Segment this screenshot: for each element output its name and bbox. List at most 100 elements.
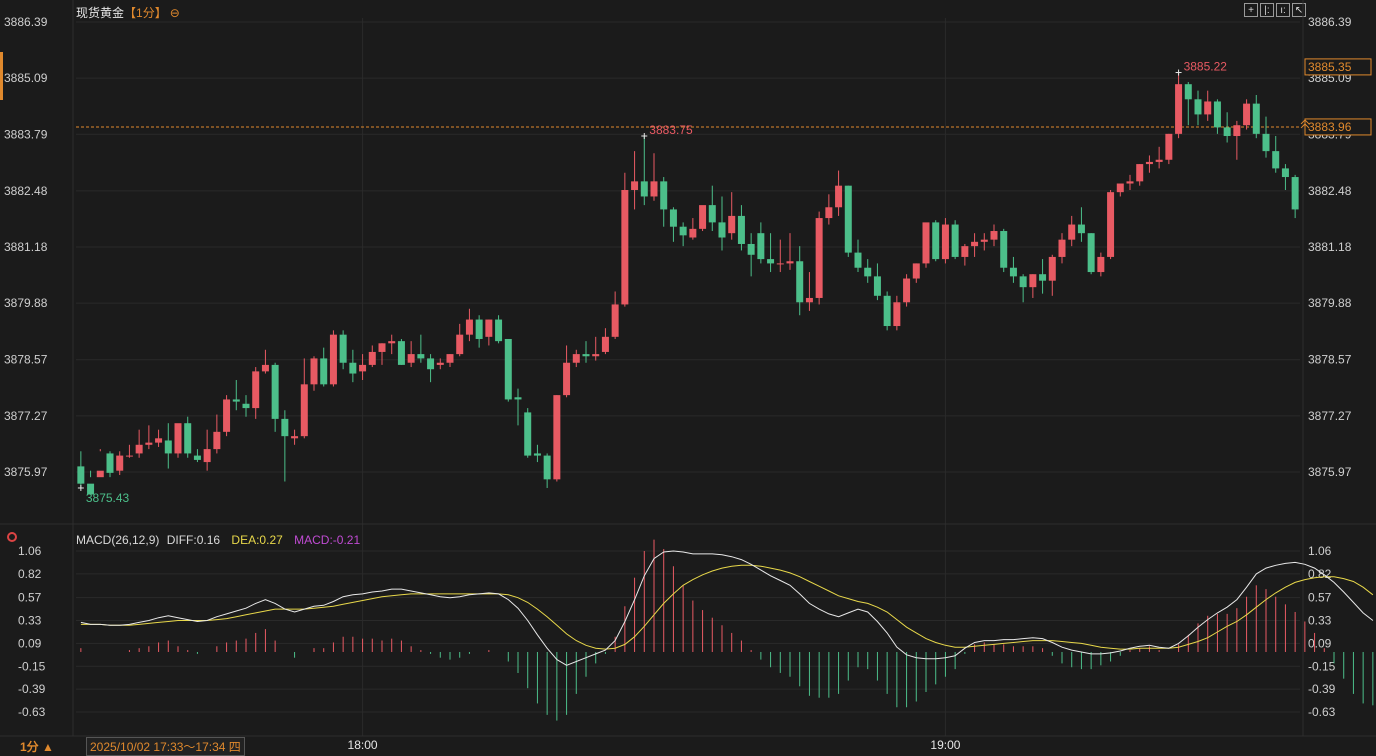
candle-body [524,412,532,456]
candle [281,410,289,482]
candle [1107,189,1115,260]
candle-body [990,231,998,240]
candle [232,380,240,411]
candle-body [747,243,755,255]
candle [1184,82,1192,126]
candle-body [77,466,85,484]
candle-body [601,336,609,352]
clock-icon[interactable]: ⊖ [169,6,180,20]
candle [242,395,250,417]
candle-body [300,384,308,437]
period-selector[interactable]: 1分 ▲ [20,740,54,754]
time-tick-label: 19:00 [930,738,960,752]
candle [485,319,493,346]
candle [737,205,745,251]
candle-body [368,351,376,365]
current-price-label-box [1304,58,1372,76]
candle [1252,94,1260,139]
macd-tick-label-right: -0.63 [1308,705,1336,719]
candle-body [446,354,454,363]
macd-tick-label-left: -0.15 [18,659,46,673]
period-label[interactable]: 【1分】 [124,6,167,20]
candle [708,185,716,232]
candle [825,194,833,225]
candle-body [417,354,425,359]
candle [174,423,182,458]
candle-body [252,371,260,409]
cursor-icon[interactable]: ↖ [1292,3,1306,17]
crosshair-icon[interactable]: + [1244,3,1258,17]
price-tick-label-left: 3875.97 [4,465,48,479]
candle-body [1145,161,1153,165]
candle-body [155,438,163,443]
macd-tick-label-right: -0.39 [1308,682,1336,696]
candle [631,151,639,210]
price-tick-label-left: 3879.88 [4,296,48,310]
kline-icon[interactable]: |: [1260,3,1274,17]
candle [378,343,386,365]
macd-tick-label-right: 0.57 [1308,591,1332,605]
candle-body [631,181,639,190]
indicator-settings-icon[interactable] [7,532,17,542]
candle [980,233,988,251]
candle-body [640,181,648,197]
candle [912,263,920,283]
candle [77,451,85,488]
candle [1272,136,1280,173]
candle [145,425,153,450]
candle-body [1262,133,1270,152]
candle-body [1243,103,1251,126]
candle-body [572,354,580,363]
candle-body [864,267,872,277]
candle-body [922,222,930,264]
candle-body [660,181,668,210]
reference-price-label-box [1304,118,1372,136]
candle [640,136,648,206]
candle-body [456,334,464,355]
candle [1145,155,1153,173]
candle [971,233,979,257]
candle-body [883,295,891,327]
candle-body [485,319,493,337]
candle-body [174,423,182,454]
candle-body [621,189,629,305]
chart-header: 现货黄金【1分】 ⊖ [76,4,180,21]
candle [397,338,405,365]
candle-body [844,185,852,253]
candle-body [427,358,435,370]
candle-body [232,399,240,402]
candle [1223,112,1231,143]
candle-body [1116,183,1124,193]
candle [514,388,522,426]
candle [193,449,201,463]
candle-body [1039,274,1047,281]
candle-body [1058,239,1066,257]
price-tick-label-right: 3878.57 [1308,353,1352,367]
candle [815,211,823,305]
candle [116,451,124,476]
candle [1048,254,1056,296]
candle [1000,228,1008,273]
candle [320,347,328,387]
candle [1116,183,1124,197]
low-price-label: 3875.43 [86,491,130,505]
candle [1087,233,1095,275]
candle [213,414,221,454]
price-tick-label-left: 3877.27 [4,409,48,423]
macd-tick-label-left: 0.57 [18,591,42,605]
candle-body [1291,177,1299,210]
candle [1029,274,1037,298]
candle-body [1000,231,1008,268]
time-tick-label: 18:00 [348,738,378,752]
candle-body [359,364,367,372]
candle [164,423,172,469]
macd-dea-label: DEA:0.27 [231,533,283,547]
candle [271,362,279,432]
candle [155,429,163,447]
candle [300,358,308,439]
candle-body [106,453,114,473]
candle [941,218,949,264]
kline-small-icon[interactable]: ı: [1276,3,1290,17]
candle-body [475,319,483,339]
